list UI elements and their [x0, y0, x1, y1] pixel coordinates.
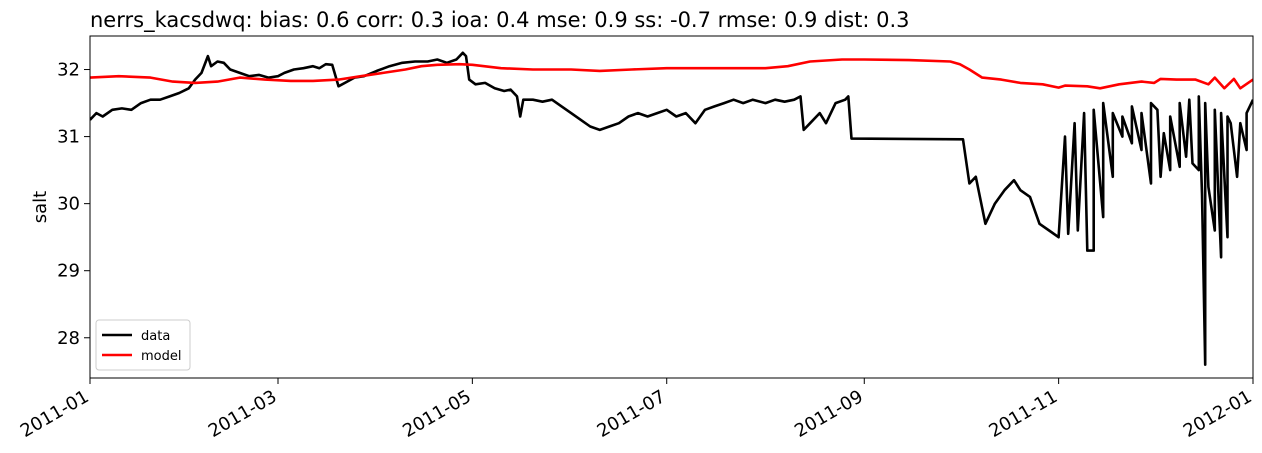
legend-label-model: model [141, 349, 181, 364]
plot-frame [89, 35, 1254, 379]
y-axis: 28 29 30 31 32 [57, 60, 90, 349]
x-tick-label: 2011-05 [399, 386, 475, 442]
series-line-model [90, 58, 1253, 90]
y-tick-label: 32 [57, 60, 80, 81]
x-tick-label: 2012-01 [1180, 386, 1256, 442]
x-tick-label: 2011-11 [985, 386, 1061, 442]
legend-label-data: data [141, 329, 170, 344]
legend: data model [95, 319, 191, 371]
x-tick-label: 2011-09 [791, 386, 867, 442]
series-line-data [90, 51, 1253, 366]
y-tick-label: 30 [57, 194, 80, 215]
x-tick-label: 2011-01 [17, 386, 93, 442]
series-layer [90, 51, 1253, 366]
x-tick-label: 2011-03 [205, 386, 281, 442]
x-tick-label: 2011-07 [594, 386, 670, 442]
y-tick-label: 31 [57, 127, 80, 148]
x-axis: 2011-01 2011-03 2011-05 2011-07 2011-09 2011-… [17, 378, 1256, 442]
y-tick-label: 29 [57, 261, 80, 282]
legend-box [95, 319, 191, 371]
chart-title: nerrs_kacsdwq: bias: 0.6 corr: 0.3 ioa: … [90, 8, 910, 33]
y-tick-label: 28 [57, 328, 80, 349]
y-axis-label: salt [30, 191, 51, 223]
